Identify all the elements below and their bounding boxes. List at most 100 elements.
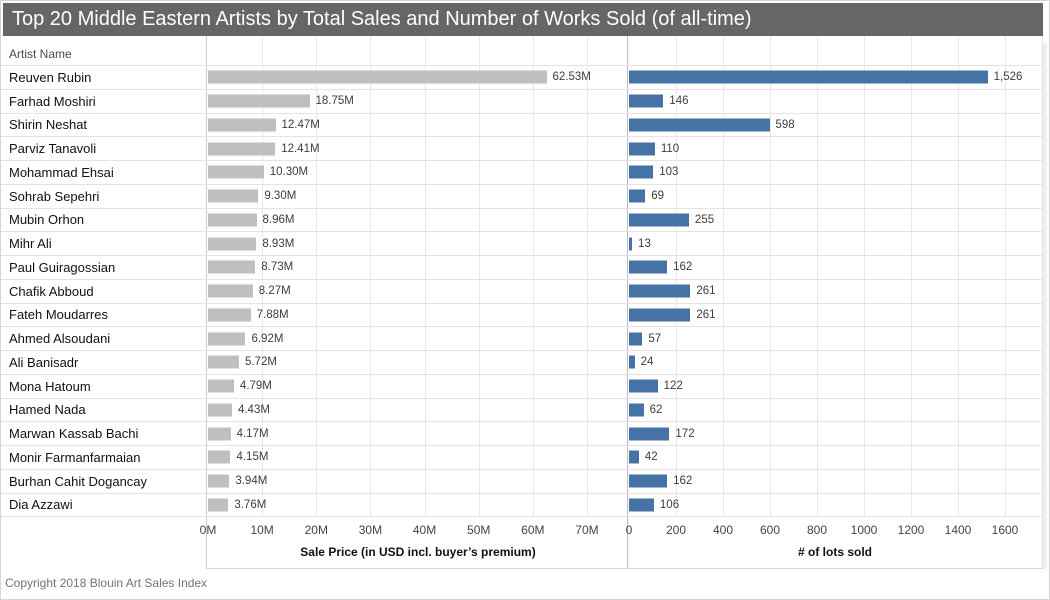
lots-bar[interactable]	[629, 70, 988, 84]
lots-bar[interactable]	[629, 498, 654, 512]
sales-bar[interactable]	[208, 165, 264, 179]
artist-name: Shirin Neshat	[9, 117, 88, 133]
lots-bar[interactable]	[629, 94, 664, 108]
lots-bar-pane: 69	[627, 185, 1043, 208]
lots-bar[interactable]	[629, 142, 655, 156]
sales-bar[interactable]	[208, 355, 239, 369]
lots-bar-value-label: 13	[638, 237, 651, 250]
lots-bar[interactable]	[629, 237, 633, 251]
sales-bar[interactable]	[208, 379, 234, 393]
lots-bar[interactable]	[629, 403, 644, 417]
sales-bar-pane: 18.75M	[206, 90, 627, 113]
sales-bar[interactable]	[208, 403, 232, 417]
sales-bar-pane: 4.17M	[206, 422, 627, 445]
artist-name: Chafik Abboud	[9, 283, 94, 299]
axis-tick-label: 50M	[467, 523, 491, 537]
sales-bar[interactable]	[208, 189, 259, 203]
sales-bar[interactable]	[208, 213, 257, 227]
sales-bar-pane: 12.47M	[206, 114, 627, 137]
artist-name: Paul Guiragossian	[9, 259, 116, 275]
sales-bar[interactable]	[208, 450, 231, 464]
lots-bar-pane: 162	[627, 256, 1043, 279]
lots-bar[interactable]	[629, 379, 658, 393]
artist-name: Burhan Cahit Dogancay	[9, 473, 148, 489]
sales-bar[interactable]	[208, 308, 251, 322]
lots-bar[interactable]	[629, 165, 654, 179]
lots-bar-pane: 62	[627, 399, 1043, 422]
scrollbar[interactable]	[1043, 43, 1047, 569]
lots-bar[interactable]	[629, 474, 668, 488]
axis-tick-label: 600	[759, 523, 781, 537]
chart-title: Top 20 Middle Eastern Artists by Total S…	[3, 3, 1043, 36]
sales-bar[interactable]	[208, 70, 547, 84]
sales-bar[interactable]	[208, 260, 256, 274]
sales-bar[interactable]	[208, 94, 310, 108]
lots-bar[interactable]	[629, 118, 770, 132]
sales-bar[interactable]	[208, 118, 276, 132]
sales-bar-pane: 6.92M	[206, 327, 627, 350]
sales-bar-value-label: 8.96M	[262, 213, 295, 226]
axis-tick-label: 60M	[521, 523, 545, 537]
lots-bar-pane: 13	[627, 232, 1043, 255]
sales-bar-value-label: 6.92M	[251, 332, 284, 345]
table-row: Ahmed Alsoudani 6.92M 57	[1, 327, 1043, 351]
table-row: Monir Farmanfarmaian 4.15M 42	[1, 446, 1043, 470]
rows-body: Reuven Rubin 62.53M 1,526 Farhad Moshiri 18.…	[1, 65, 1043, 518]
lots-pane-border	[627, 36, 628, 569]
lots-bar[interactable]	[629, 189, 646, 203]
sales-bar[interactable]	[208, 498, 229, 512]
lots-bar-pane: 261	[627, 304, 1043, 327]
table-row: Marwan Kassab Bachi 4.17M 172	[1, 422, 1043, 446]
axis-tick-label: 30M	[358, 523, 383, 537]
sales-bar-pane: 62.53M	[206, 66, 627, 89]
sales-bar-pane: 10.30M	[206, 161, 627, 184]
sales-bar[interactable]	[208, 237, 257, 251]
lots-bar[interactable]	[629, 284, 691, 298]
sales-bar-pane: 8.93M	[206, 232, 627, 255]
table-row: Mihr Ali 8.93M 13	[1, 232, 1043, 256]
lots-bar[interactable]	[629, 355, 635, 369]
artist-name: Fateh Moudarres	[9, 307, 108, 323]
axis-tick-label: 200	[665, 523, 687, 537]
lots-bar-value-label: 42	[644, 451, 658, 464]
lots-bar[interactable]	[629, 213, 689, 227]
sales-bar-value-label: 12.41M	[281, 142, 320, 155]
table-row: Burhan Cahit Dogancay 3.94M 162	[1, 470, 1043, 494]
lots-bar[interactable]	[629, 308, 691, 322]
artist-name: Sohrab Sepehri	[9, 188, 100, 204]
table-row: Reuven Rubin 62.53M 1,526	[1, 66, 1043, 90]
sales-bar[interactable]	[208, 474, 230, 488]
lots-axis-bottom-border	[627, 568, 1043, 569]
lots-bar[interactable]	[629, 260, 668, 274]
sales-axis-title: Sale Price (in USD incl. buyer’s premium…	[300, 545, 536, 559]
sales-bar-pane: 5.72M	[206, 351, 627, 374]
lots-bar[interactable]	[629, 450, 639, 464]
sales-bar[interactable]	[208, 332, 246, 346]
sales-bar[interactable]	[208, 142, 276, 156]
sales-bar[interactable]	[208, 427, 231, 441]
lots-axis-title: # of lots sold	[797, 545, 873, 559]
sales-bar[interactable]	[208, 284, 253, 298]
lots-bar-value-label: 162	[673, 261, 693, 274]
lots-bar-pane: 172	[627, 422, 1043, 445]
sales-bar-value-label: 3.76M	[234, 498, 267, 511]
lots-bar-value-label: 57	[648, 332, 662, 345]
artist-name: Hamed Nada	[9, 402, 86, 418]
artist-name: Farhad Moshiri	[9, 93, 96, 109]
lots-bar-value-label: 255	[694, 213, 715, 226]
lots-bar-value-label: 106	[659, 498, 680, 511]
artist-name: Marwan Kassab Bachi	[9, 426, 139, 442]
sales-bar-value-label: 4.15M	[236, 451, 269, 464]
sales-bar-pane: 3.94M	[206, 470, 627, 493]
copyright-footer: Copyright 2018 Blouin Art Sales Index	[5, 576, 208, 590]
axis-tick-label: 1000	[850, 523, 878, 537]
sales-bar-value-label: 12.47M	[281, 118, 320, 131]
lots-bar-value-label: 24	[640, 356, 654, 369]
sales-bar-value-label: 62.53M	[552, 71, 591, 84]
lots-bar[interactable]	[629, 427, 670, 441]
lots-bar[interactable]	[629, 332, 643, 346]
lots-bar-pane: 598	[627, 114, 1043, 137]
axis-row: Sale Price (in USD incl. buyer’s premium…	[1, 517, 1043, 569]
artist-name: Dia Azzawi	[9, 497, 73, 513]
axis-tick-label: 70M	[575, 523, 599, 537]
